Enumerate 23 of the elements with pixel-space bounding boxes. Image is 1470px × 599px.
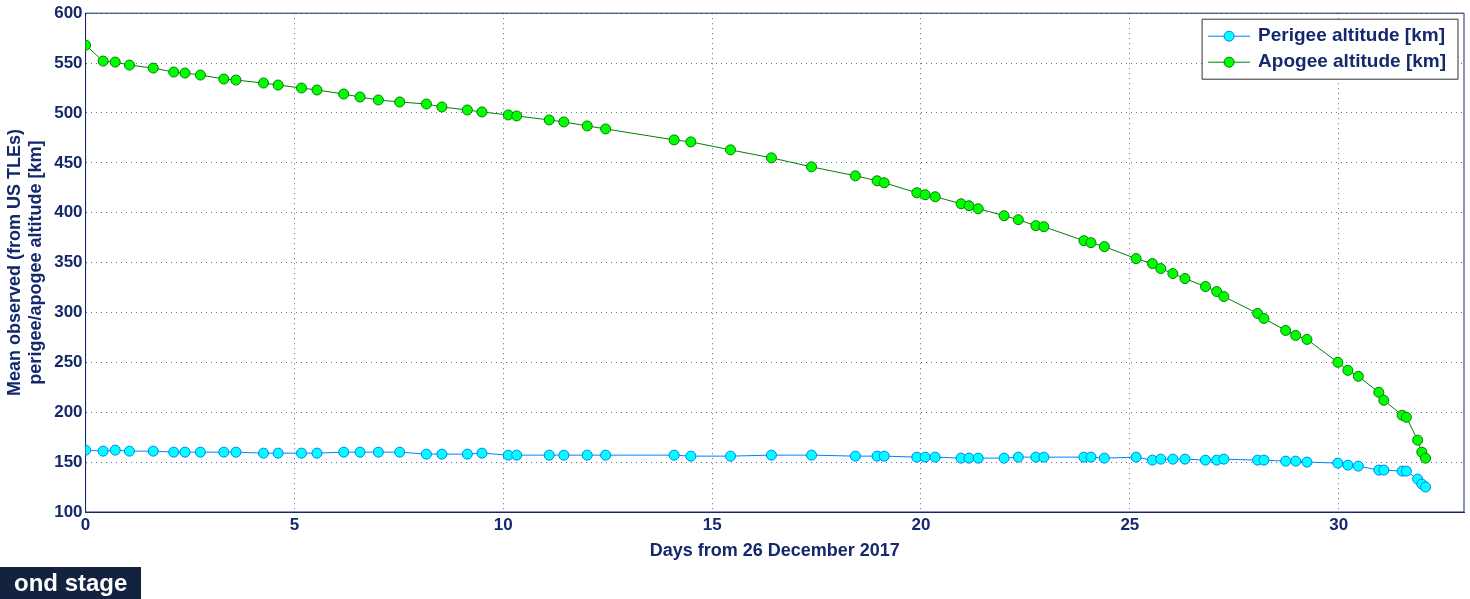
y-tick-label: 500 (54, 102, 83, 122)
y-tick-label: 250 (54, 352, 83, 372)
y-tick-label: 350 (54, 252, 83, 272)
legend-label: Apogee altitude [km] (1258, 50, 1446, 72)
y-tick-label: 600 (54, 2, 83, 22)
x-tick-label: 10 (493, 514, 513, 534)
text: ond stage (0, 567, 142, 599)
x-tick-label: 0 (80, 514, 91, 534)
x-tick-label: 20 (911, 514, 931, 534)
x-tick-label: 5 (289, 514, 300, 534)
y-tick-label: 200 (54, 401, 83, 421)
x-tick-label: 25 (1120, 514, 1140, 534)
y-axis-title: Mean observed (from US TLEs) perigee/apogee altitude [km] (3, 129, 46, 397)
y-tick-label: 450 (54, 152, 83, 172)
y-tick-label: 100 (54, 501, 83, 521)
y-tick-label: 300 (54, 302, 83, 322)
x-tick-label: 30 (1329, 514, 1349, 534)
legend-label: Perigee altitude [km] (1258, 24, 1445, 46)
y-tick-label: 400 (54, 202, 83, 222)
y-tick-label: 150 (54, 451, 83, 471)
y-tick-label: 550 (54, 52, 83, 72)
x-tick-label: 15 (702, 514, 722, 534)
x-axis-title: Days from 26 December 2017 (649, 540, 900, 561)
